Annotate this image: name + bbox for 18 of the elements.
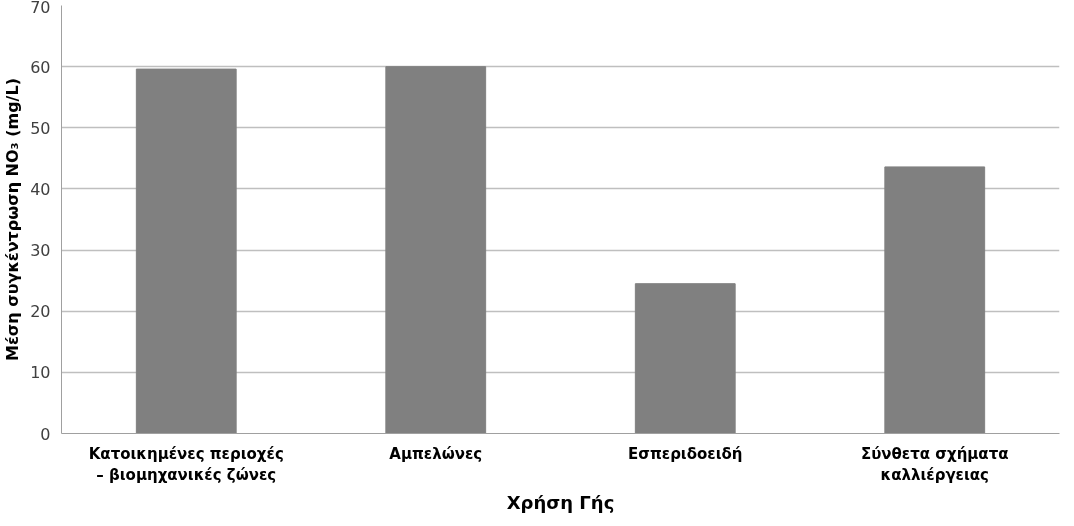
y-tick-label: 60	[30, 57, 51, 77]
x-axis-title: Χρήση Γής	[506, 492, 615, 514]
y-tick-label: 70	[30, 0, 51, 17]
y-tick-label: 20	[30, 302, 51, 322]
bar	[884, 166, 986, 434]
y-tick-label: 40	[30, 179, 51, 199]
bar	[135, 68, 237, 434]
y-tick-label: 50	[30, 118, 51, 138]
y-tick-label: 10	[30, 363, 51, 383]
bar	[634, 283, 736, 434]
y-axis-title: Μέση συγκέντρωση NO₃ (mg/L)	[3, 78, 23, 361]
x-tick-label: Αμπελώνες	[389, 444, 483, 463]
y-tick-label: 30	[30, 241, 51, 261]
x-tick-label: Εσπεριδοειδή	[627, 444, 743, 463]
x-tick-label: Σύνθετα σχήματα καλλιέργειας	[860, 444, 1009, 485]
y-tick-label: 0	[40, 424, 51, 444]
bar	[385, 66, 487, 434]
x-tick-label: Κατοικημένες περιοχές – βιομηχανικές ζώνες	[88, 444, 284, 485]
